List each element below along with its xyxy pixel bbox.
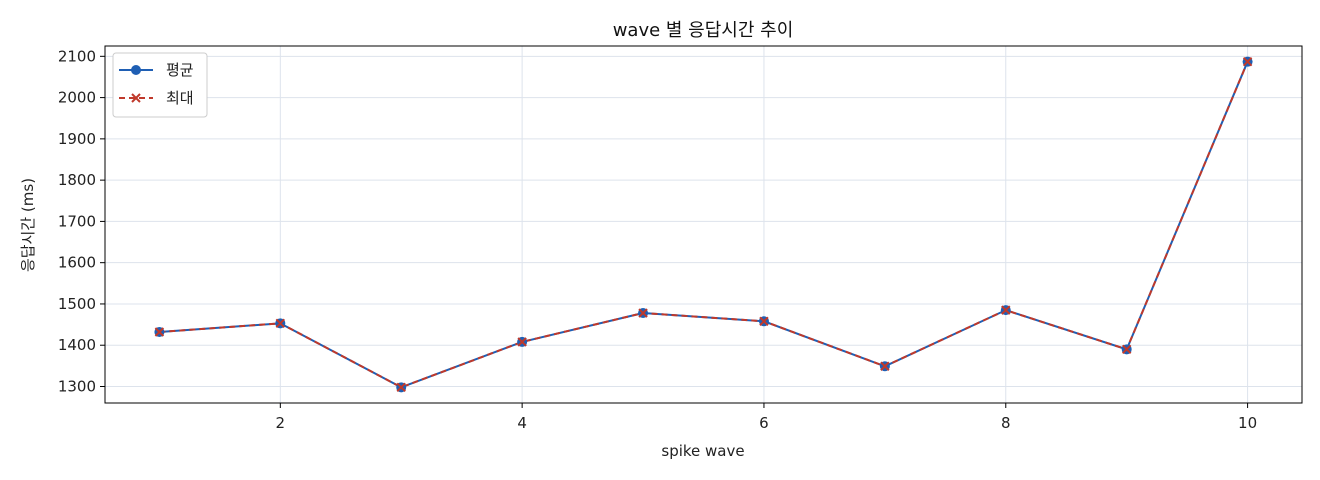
x-tick-label: 8 bbox=[1001, 414, 1011, 432]
plot-area-frame bbox=[104, 45, 1303, 404]
point-marker-x bbox=[1242, 56, 1253, 67]
point-marker-x bbox=[1001, 305, 1011, 315]
x-tick-label: 2 bbox=[276, 414, 286, 432]
x-tick-label: 10 bbox=[1238, 414, 1257, 432]
point-marker-x bbox=[759, 316, 769, 326]
legend-marker bbox=[131, 65, 141, 75]
y-axis-label: 응답시간 (ms) bbox=[19, 178, 37, 272]
y-tick-label: 2000 bbox=[58, 89, 96, 107]
series-group bbox=[154, 56, 1253, 393]
y-tick-label: 2100 bbox=[58, 47, 96, 65]
y-tick-label: 1600 bbox=[58, 254, 96, 272]
legend-marker-x bbox=[131, 93, 141, 103]
axis-ticks: 2 4 6 8 10 1300 1400 1500 1600 1700 1800 1900 2000 21… bbox=[58, 47, 1257, 432]
x-axis-label: spike wave bbox=[661, 442, 744, 460]
x-tick-label: 6 bbox=[759, 414, 769, 432]
y-tick-label: 1700 bbox=[58, 212, 96, 230]
y-tick-label: 1400 bbox=[58, 336, 96, 354]
legend-label-1: 최대 bbox=[166, 89, 194, 107]
series-line-0 bbox=[159, 61, 1249, 389]
y-tick-label: 1500 bbox=[58, 295, 96, 313]
series-line-1 bbox=[159, 61, 1249, 389]
x-tick-label: 4 bbox=[517, 414, 527, 432]
y-tick-label: 1800 bbox=[58, 171, 96, 189]
point-marker-x bbox=[396, 382, 406, 393]
point-marker-x bbox=[880, 361, 890, 371]
point-marker-x bbox=[1121, 344, 1132, 355]
grid-lines bbox=[105, 46, 1302, 403]
point-marker-x bbox=[638, 308, 648, 318]
chart-title: wave 별 응답시간 추이 bbox=[613, 20, 794, 41]
point-marker-x bbox=[275, 318, 286, 329]
y-tick-label: 1300 bbox=[58, 377, 96, 395]
legend-label-0: 평균 bbox=[166, 61, 194, 79]
y-tick-label: 1900 bbox=[58, 130, 96, 148]
point-marker-x bbox=[154, 327, 165, 337]
point-marker-x bbox=[517, 337, 527, 347]
